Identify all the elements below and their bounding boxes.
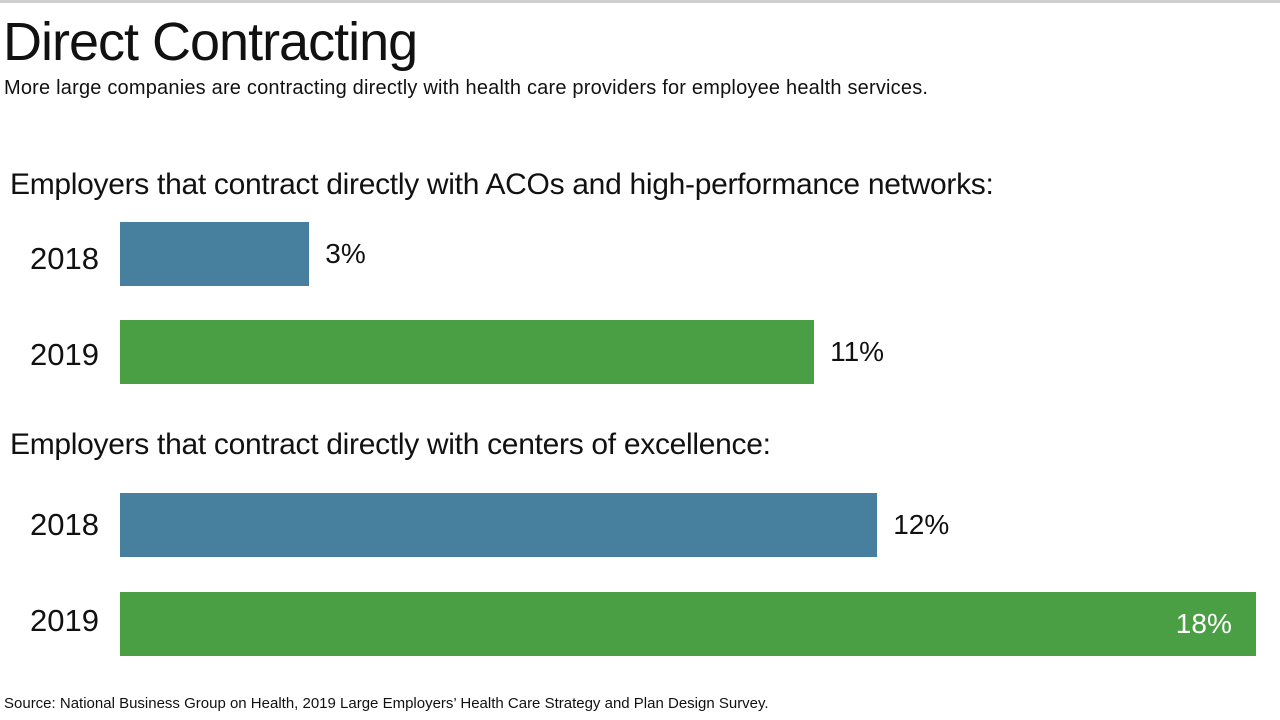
year-label: 2019 [30, 603, 99, 638]
value-label: 3% [325, 238, 366, 269]
group-heading-acos: Employers that contract directly with AC… [10, 168, 994, 201]
value-label: 18% [1175, 608, 1232, 639]
value-label: 12% [893, 509, 950, 540]
value-label: 11% [830, 336, 885, 367]
chart-subtitle: More large companies are contracting dir… [4, 77, 929, 99]
bar-2019 [120, 320, 815, 384]
top-divider [0, 0, 1280, 3]
group-heading-coe: Employers that contract directly with ce… [10, 428, 771, 461]
chart-title: Direct Contracting [3, 12, 418, 72]
bar-2018 [120, 222, 310, 286]
year-label: 2018 [30, 507, 99, 542]
year-label: 2019 [30, 337, 99, 372]
bar-2018 [120, 493, 878, 557]
source-note: Source: National Business Group on Healt… [4, 695, 769, 712]
bar-2019 [120, 592, 1256, 656]
year-label: 2018 [30, 241, 99, 276]
